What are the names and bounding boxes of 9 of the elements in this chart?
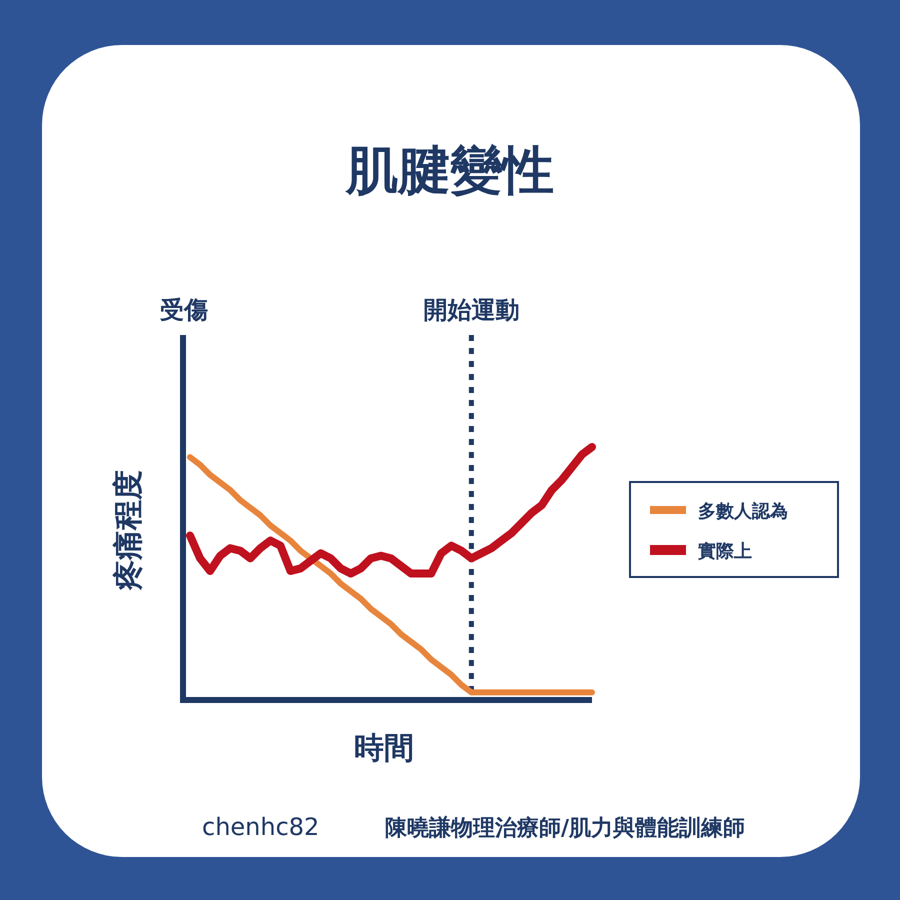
legend-label: 實際上 xyxy=(698,541,752,562)
legend-label: 多數人認為 xyxy=(698,501,788,522)
x-axis-title: 時間 xyxy=(354,731,414,766)
text: 受傷 xyxy=(160,296,208,324)
text: 開始運動 xyxy=(423,296,520,324)
text: 陳曉謙物理治療師/肌力與體能訓練師 xyxy=(385,815,746,841)
text: chenhc82 xyxy=(202,813,320,841)
y-axis-title: 疼痛程度 xyxy=(111,470,146,591)
chart-title: 肌腱變性 xyxy=(344,141,554,201)
